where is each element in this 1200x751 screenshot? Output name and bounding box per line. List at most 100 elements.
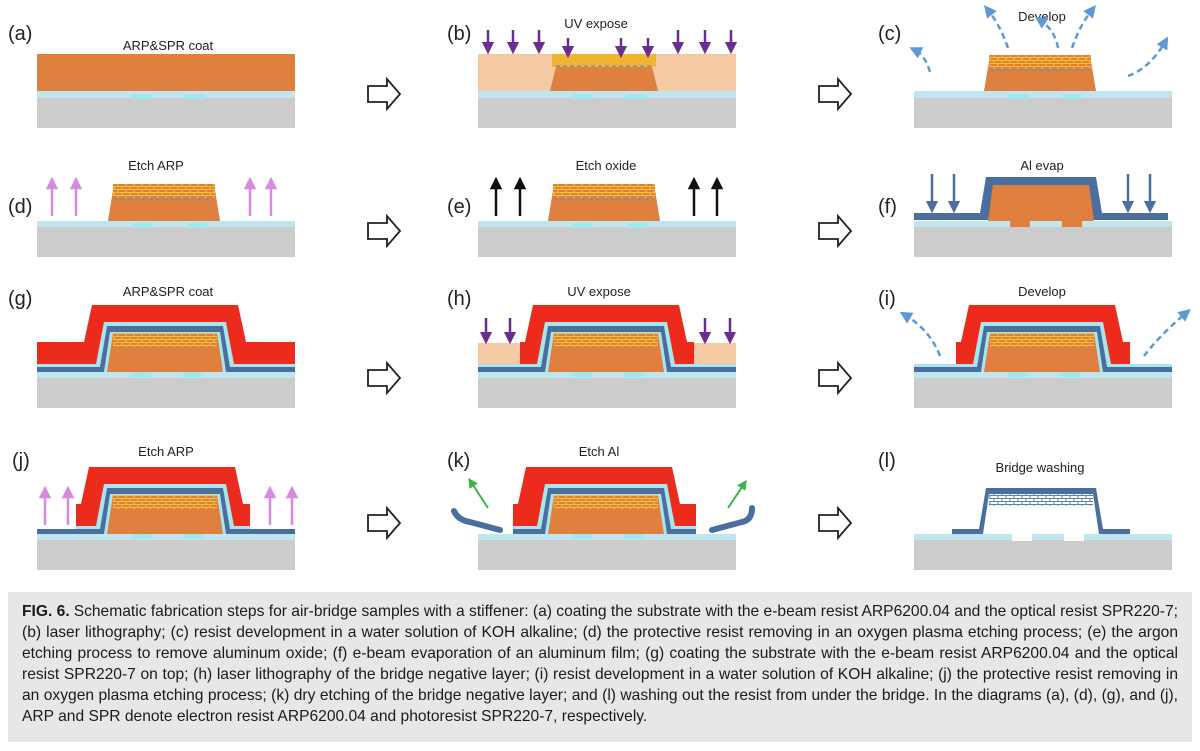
contact-pad <box>1062 94 1082 99</box>
contact-pad <box>1010 221 1030 227</box>
right-arrow-icon <box>818 360 853 396</box>
contact-pad <box>1012 534 1032 541</box>
contact-pad <box>573 94 593 99</box>
plasma-arrows <box>45 176 278 216</box>
spr-brick-layer <box>113 495 217 509</box>
panel-letter: (h) <box>447 288 471 310</box>
panel-letter: (g) <box>8 288 32 310</box>
right-arrow-icon <box>367 505 402 541</box>
panel-k: (k) Etch Al <box>447 444 755 570</box>
right-arrow-icon <box>818 76 853 112</box>
substrate <box>478 378 736 408</box>
lifted-al-piece <box>451 508 503 533</box>
substrate <box>914 378 1172 408</box>
panel-e: (e) Etch oxide <box>447 158 736 257</box>
substrate <box>37 378 295 408</box>
panel-label: ARP&SPR coat <box>123 284 214 299</box>
plasma-arrows <box>38 485 299 525</box>
contact-pad <box>131 534 151 539</box>
substrate <box>37 227 295 257</box>
panel-label: Etch oxide <box>576 158 637 173</box>
substrate <box>37 540 295 570</box>
uv-arrows <box>481 30 738 59</box>
aluminum-film <box>37 326 295 372</box>
resist-core <box>988 185 1094 221</box>
contact-pad <box>572 372 592 377</box>
panel-d: (d) Etch ARP <box>8 158 295 257</box>
contact-pad <box>624 534 644 539</box>
contact-pad <box>626 94 646 99</box>
contact-pad <box>131 372 151 377</box>
arp-spr-layer <box>37 54 295 91</box>
panel-label: Bridge washing <box>996 460 1085 475</box>
dissolve-arrows <box>909 5 1169 78</box>
panel-label: Etch Al <box>579 444 620 459</box>
caption-label: FIG. 6. <box>22 603 70 620</box>
right-arrow-icon <box>367 360 402 396</box>
figure-caption: FIG. 6. Schematic fabrication steps for a… <box>8 592 1192 742</box>
contact-pad <box>132 94 152 99</box>
right-arrow-icon <box>367 76 402 112</box>
al-evap-arrows <box>925 174 1157 214</box>
panel-j: (j) Etch ARP <box>12 444 299 570</box>
panel-label: Al evap <box>1020 158 1063 173</box>
spr-brick-layer <box>554 495 658 509</box>
oxide-layer <box>37 221 295 227</box>
panel-letter: (a) <box>8 23 32 45</box>
contact-pad <box>1008 372 1028 377</box>
panel-letter: (j) <box>12 450 30 472</box>
spr-brick-layer <box>989 55 1091 69</box>
oxide-layer <box>478 91 736 98</box>
panel-c: (c) Develop <box>878 5 1172 128</box>
panel-letter: (c) <box>878 23 901 45</box>
contact-pad <box>1064 534 1084 541</box>
oxide-layer <box>37 91 295 98</box>
oxide-layer <box>478 372 736 378</box>
right-arrow-icon <box>367 213 402 249</box>
panel-label: ARP&SPR coat <box>123 38 214 53</box>
contact-pad <box>572 534 592 539</box>
substrate <box>478 540 736 570</box>
substrate <box>37 98 295 128</box>
panel-label: Etch ARP <box>128 158 184 173</box>
panel-letter: (f) <box>878 196 897 218</box>
aluminum-film <box>37 488 295 534</box>
spr-brick-layer <box>553 184 655 198</box>
contact-pad <box>183 534 203 539</box>
contact-pad <box>627 223 647 228</box>
oxide-layer <box>37 534 295 540</box>
right-arrow-icon <box>818 505 853 541</box>
panel-label: UV expose <box>564 16 628 31</box>
substrate <box>914 227 1172 257</box>
panel-l: (l) Bridge washing <box>878 450 1172 570</box>
contact-pad <box>133 223 153 228</box>
etch-arrows <box>468 477 747 509</box>
exposed-resist <box>478 343 520 365</box>
substrate <box>914 540 1172 570</box>
oxide-layer <box>914 91 1172 98</box>
contact-pad <box>187 223 207 228</box>
fabrication-diagram: (a) ARP&SPR coat (b) UV expose <box>8 5 1191 570</box>
unexposed-arp <box>550 67 658 91</box>
substrate <box>914 98 1172 128</box>
oxide-layer <box>914 534 1172 540</box>
contact-pad <box>183 372 203 377</box>
panel-letter: (i) <box>878 288 896 310</box>
substrate <box>478 227 736 257</box>
panel-letter: (k) <box>447 450 470 472</box>
panel-f: (f) Al evap <box>878 158 1172 257</box>
panel-b: (b) UV expose <box>447 16 738 128</box>
stiffener-pattern <box>989 494 1093 506</box>
panel-i: (i) Develop <box>878 284 1191 408</box>
oxide-layer <box>478 221 736 227</box>
contact-pad <box>185 94 205 99</box>
uv-arrows <box>479 318 737 345</box>
contact-pad <box>1008 94 1028 99</box>
panel-letter: (b) <box>447 23 471 45</box>
aluminum-film <box>478 326 736 372</box>
exposed-resist <box>694 343 736 365</box>
contact-pad <box>1060 372 1080 377</box>
panel-h: (h) UV expose <box>447 284 737 408</box>
lifted-al-piece <box>709 505 755 533</box>
panel-a: (a) ARP&SPR coat <box>8 23 295 128</box>
